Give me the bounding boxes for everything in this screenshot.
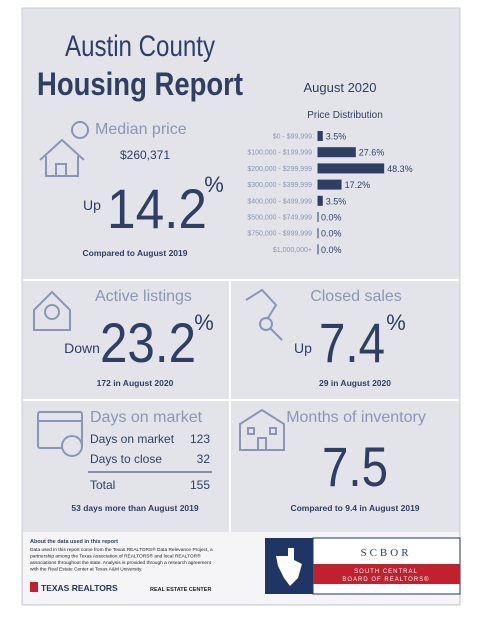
note: Compared to 9.4 in August 2019 <box>290 503 419 513</box>
logo-mark <box>30 582 38 592</box>
value-label: 27.6% <box>359 148 385 158</box>
category-label: $100,000 - $199,999 <box>247 150 312 157</box>
change: 23.2 <box>100 311 196 374</box>
panel <box>21 7 461 606</box>
note: 29 in August 2020 <box>319 378 391 388</box>
direction: Up <box>294 340 312 356</box>
value-label: 0.0% <box>321 213 342 223</box>
closed-heading: Closed sales <box>310 288 402 305</box>
category-label: $500,000 - $749,999 <box>247 215 312 222</box>
chart-title: Price Distribution <box>307 110 383 121</box>
scbor-line1: SOUTH CENTRAL <box>354 569 418 575</box>
row-value: 155 <box>190 478 210 492</box>
value-label: 3.5% <box>326 132 347 142</box>
row-value: 123 <box>190 432 210 446</box>
row-value: 32 <box>197 452 211 466</box>
unit: % <box>194 310 214 335</box>
dom-heading: Days on market <box>90 409 203 426</box>
active-heading: Active listings <box>95 288 192 305</box>
row-label: Total <box>90 478 115 492</box>
comparison: Compared to August 2019 <box>82 248 187 258</box>
value-label: 0.0% <box>321 229 342 239</box>
category-label: $300,000 - $399,999 <box>247 182 312 189</box>
price-distribution: $0 - $99,999 3.5% $100,000 - $199,999 27.6%… <box>247 131 413 255</box>
median-heading: Median price <box>95 121 187 138</box>
title-line2: Housing Report <box>37 66 243 102</box>
direction: Up <box>83 197 101 213</box>
unit: % <box>386 310 406 335</box>
scbor-line2: BOARD OF REALTORS® <box>342 576 429 583</box>
texas-shape <box>276 548 302 586</box>
category-label: $1,000,000+ <box>273 247 312 254</box>
direction: Down <box>64 340 100 356</box>
change: 14.2 <box>107 177 207 240</box>
value-label: 17.2% <box>345 180 371 190</box>
logo-right: REAL ESTATE CENTER <box>150 587 211 593</box>
building-icon <box>239 408 285 451</box>
scbor-band <box>313 564 460 584</box>
category-label: $0 - $99,999 <box>273 134 312 141</box>
house-icon <box>39 121 89 177</box>
note: 53 days more than August 2019 <box>71 503 199 513</box>
value-label: 3.5% <box>326 196 347 206</box>
about-line: partnership among the Texas Association … <box>30 553 201 560</box>
report-date: August 2020 <box>303 80 376 95</box>
bar <box>318 147 356 158</box>
about-line: with the Real Estate Center at Texas A&M… <box>30 567 142 573</box>
category-label: $400,000 - $499,999 <box>247 198 312 205</box>
scbor-name: SCBOR <box>360 547 411 559</box>
calendar-icon <box>37 411 83 457</box>
category-label: $200,000 - $299,999 <box>247 166 312 173</box>
value-label: 48.3% <box>387 164 413 174</box>
median-value: $260,371 <box>120 148 170 162</box>
bar <box>318 195 323 206</box>
unit: % <box>204 172 224 197</box>
note: 172 in August 2020 <box>97 378 174 388</box>
bar <box>318 179 342 190</box>
moi-value: 7.5 <box>322 435 388 498</box>
bar <box>318 163 385 174</box>
title-line1: Austin County <box>65 30 215 63</box>
value-label: 0.0% <box>321 245 342 255</box>
bar <box>318 131 323 141</box>
listing-icon <box>33 290 71 331</box>
row-label: Days on market <box>90 432 175 446</box>
key-icon <box>245 288 283 341</box>
about-line: Data used in this report come from the T… <box>30 546 213 553</box>
moi-heading: Months of inventory <box>286 409 426 426</box>
row-label: Days to close <box>90 452 162 466</box>
change: 7.4 <box>319 311 385 374</box>
category-label: $750,000 - $999,999 <box>247 231 312 238</box>
about-line: associations throughout the state. Analy… <box>30 560 212 566</box>
about-title: About the data used in this report <box>30 539 118 545</box>
about-text: Data used in this report come from the T… <box>30 546 213 573</box>
logo-left: TEXAS REALTORS <box>41 583 118 593</box>
